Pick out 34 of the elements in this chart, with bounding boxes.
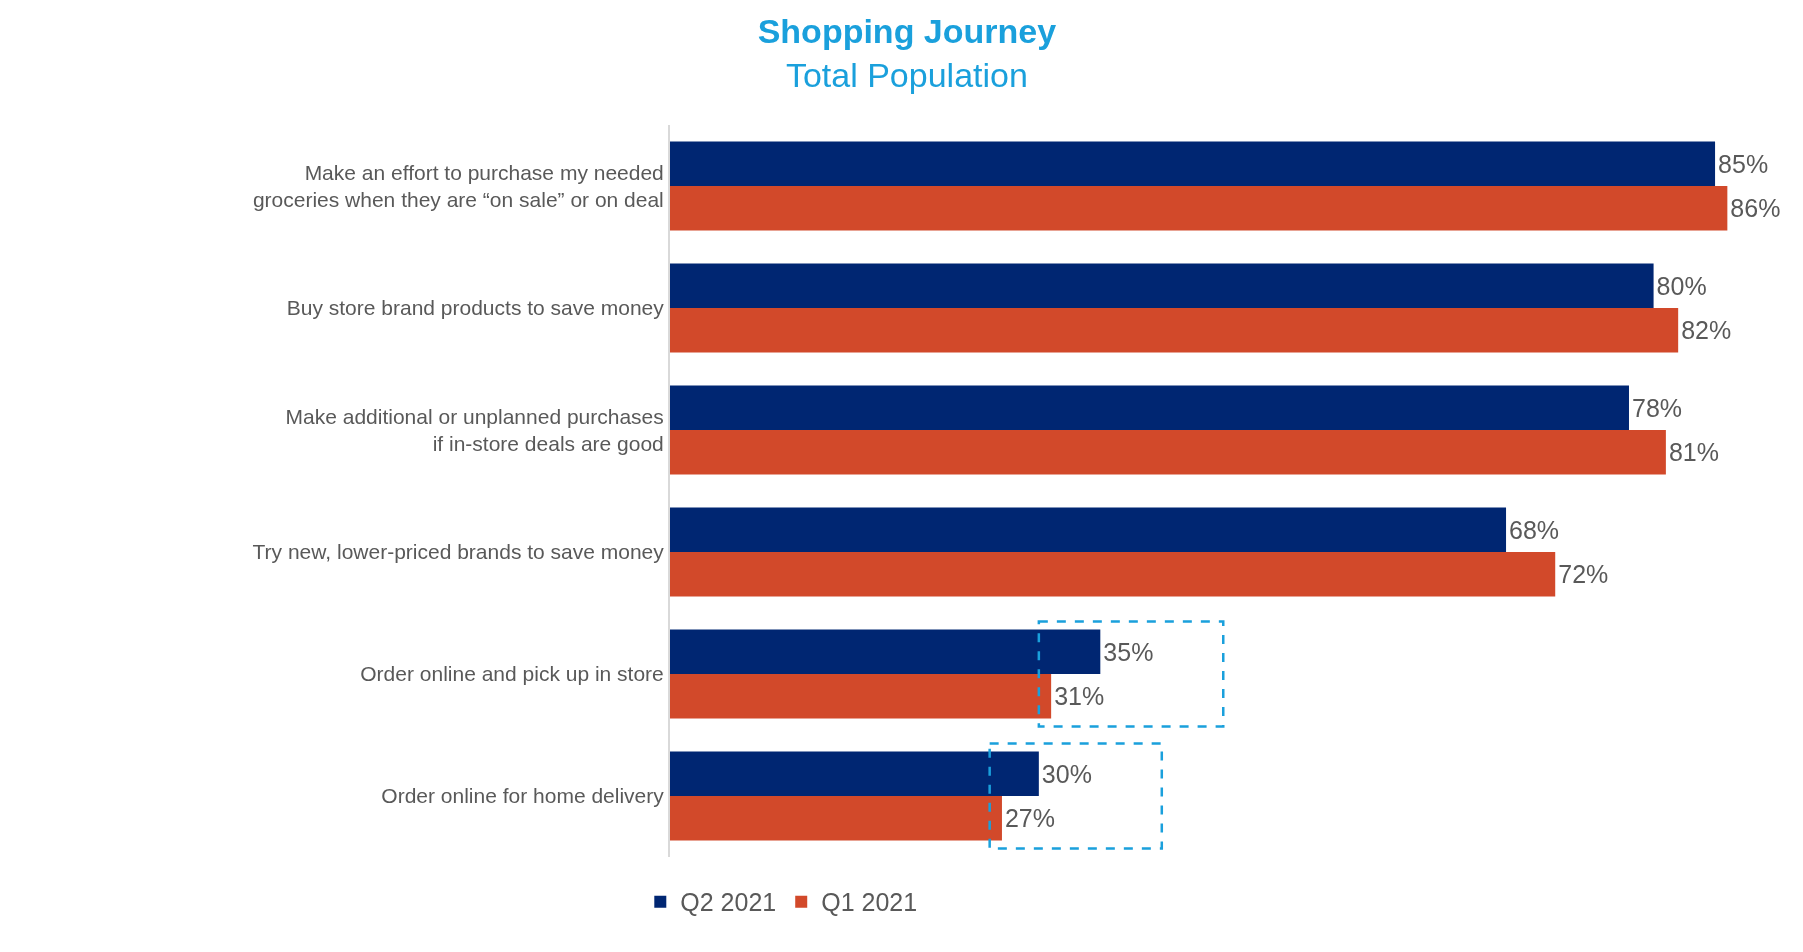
bar	[670, 629, 1101, 674]
y-tick-label: Buy store brand products to save money	[286, 296, 665, 320]
bar	[670, 141, 1716, 186]
data-label: 80%	[1656, 271, 1707, 300]
bar	[670, 507, 1507, 552]
y-tick-label: Order online for home delivery	[381, 784, 665, 808]
bar	[670, 430, 1666, 475]
legend-label: Q1 2021	[821, 888, 918, 917]
y-tick-label: Make additional or unplanned purchases if in-store deals are good	[285, 404, 664, 455]
y-tick-label: Make an effort to purchase my needed groceries when they are “on sale” or on deal	[252, 160, 664, 211]
bar	[670, 308, 1679, 353]
y-tick-label: Order online and pick up in store	[360, 662, 664, 686]
data-label: 82%	[1681, 316, 1732, 345]
legend-label: Q2 2021	[680, 888, 777, 917]
data-label: 72%	[1558, 560, 1609, 589]
data-label: 35%	[1103, 637, 1154, 666]
data-label: 78%	[1631, 393, 1683, 422]
data-label: 81%	[1668, 438, 1719, 467]
bar	[670, 796, 1002, 841]
bar	[670, 751, 1039, 796]
bar	[670, 186, 1728, 231]
bar	[670, 674, 1052, 719]
data-label: 68%	[1509, 515, 1560, 544]
data-label: 86%	[1730, 194, 1781, 223]
bar	[670, 263, 1654, 308]
chart-subtitle: Total Population	[785, 56, 1028, 95]
data-label: 30%	[1041, 759, 1092, 788]
data-label: 27%	[1004, 804, 1056, 833]
data-label: 85%	[1718, 149, 1769, 178]
chart-title: Shopping Journey	[757, 11, 1057, 50]
data-label: 31%	[1054, 682, 1105, 711]
bar	[670, 385, 1629, 430]
y-tick-label: Try new, lower-priced brands to save money	[252, 540, 665, 564]
bar	[670, 552, 1556, 597]
